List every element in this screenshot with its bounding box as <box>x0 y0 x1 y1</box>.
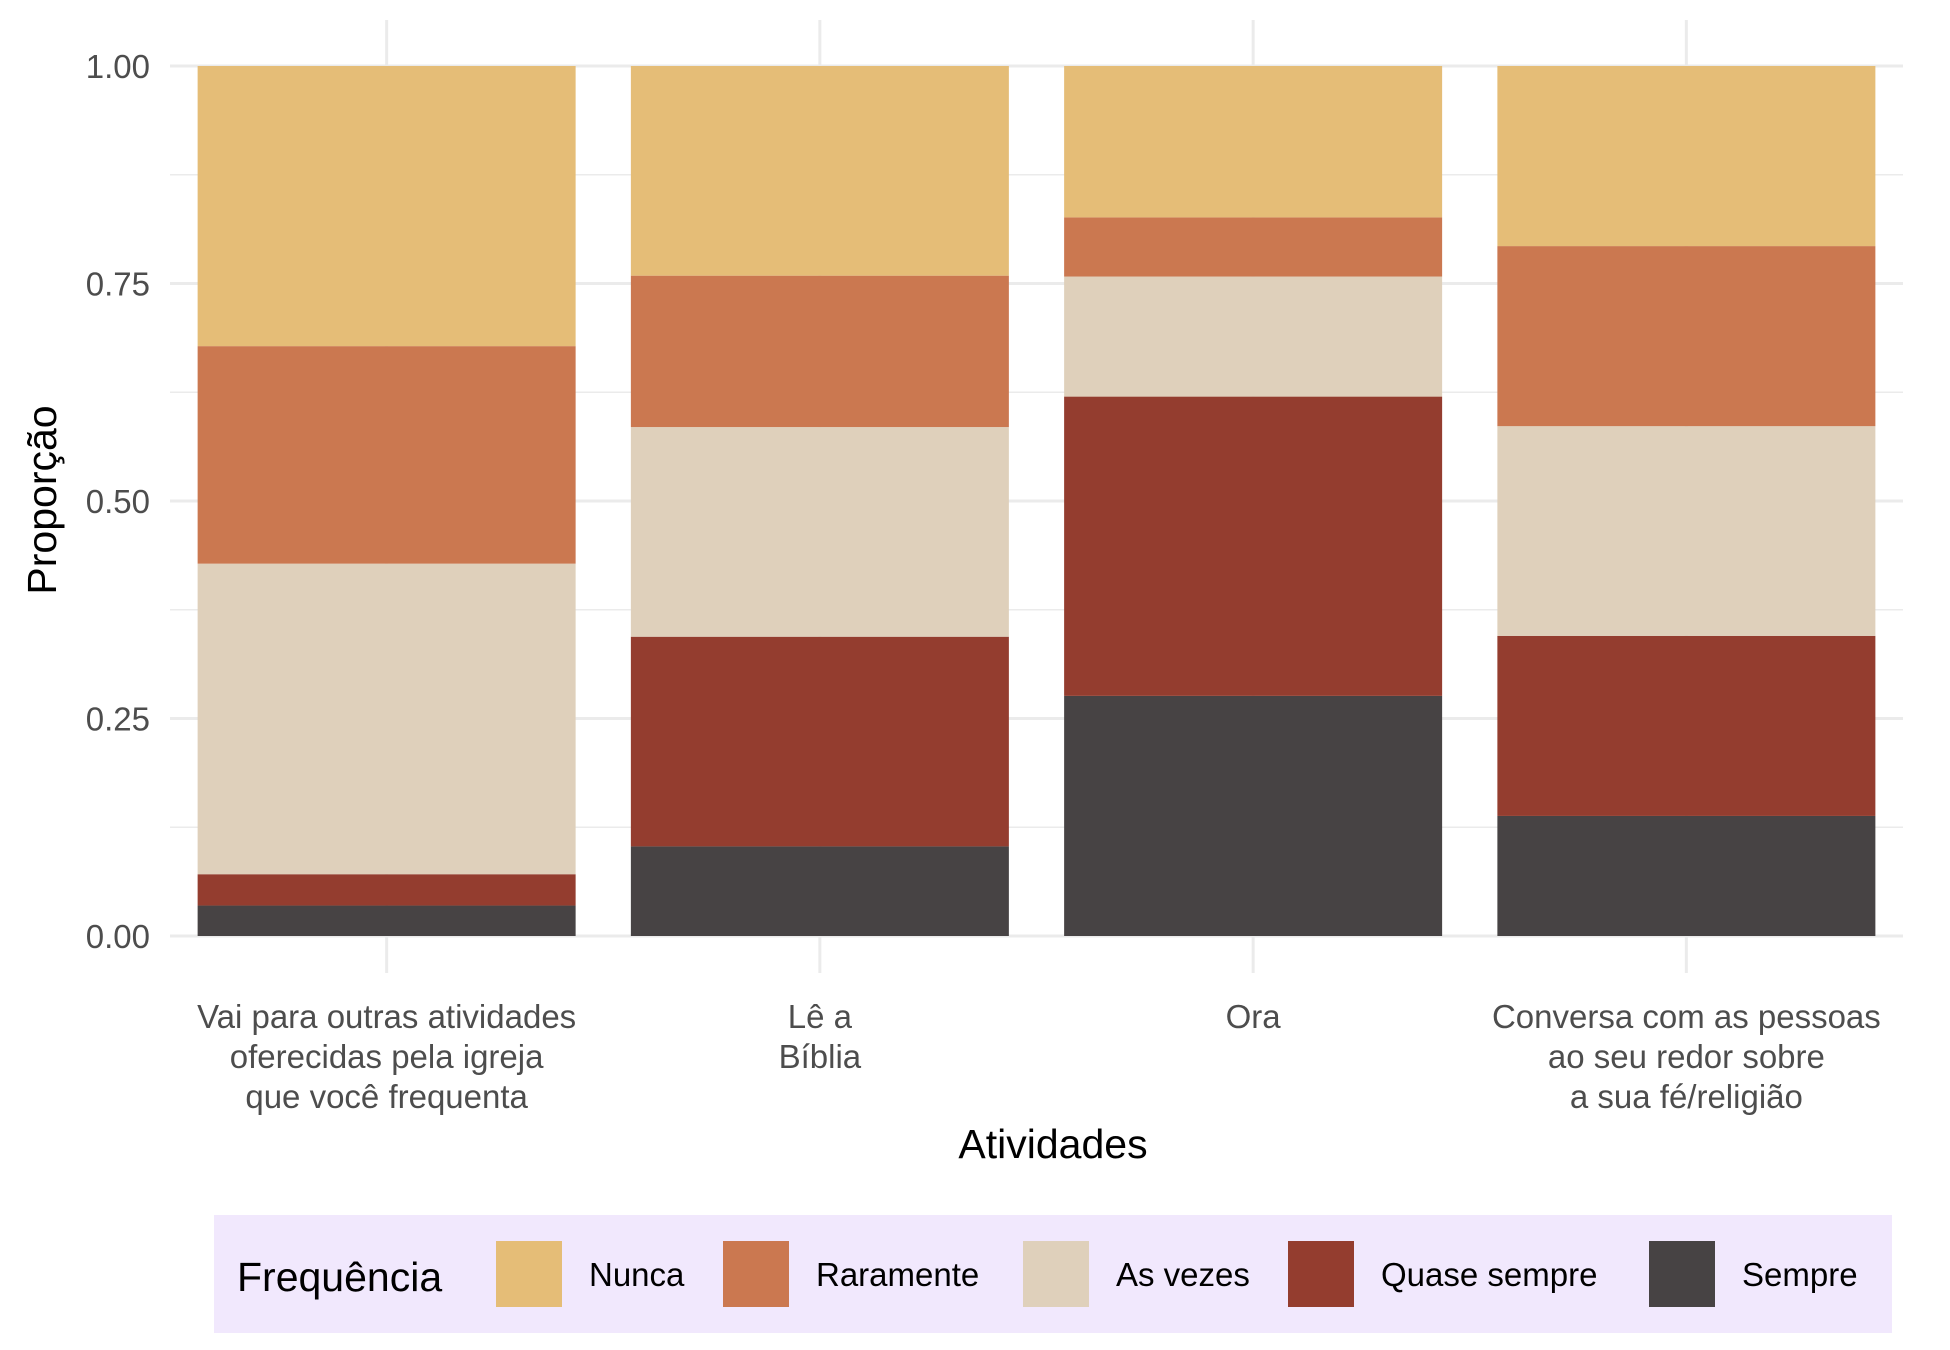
bar-segment <box>1497 426 1876 636</box>
legend-label: Raramente <box>816 1256 979 1293</box>
x-tick-label: oferecidas pela igreja <box>230 1038 544 1075</box>
x-tick-label: Conversa com as pessoas <box>1492 998 1881 1035</box>
legend-label: Sempre <box>1742 1256 1858 1293</box>
bar-segment <box>1064 66 1443 218</box>
bar-segment <box>197 905 576 936</box>
bar-segment <box>1064 695 1443 936</box>
y-axis-ticks: 0.00 0.25 0.50 0.75 1.00 <box>86 48 150 955</box>
bar-segment <box>630 275 1009 428</box>
x-tick-label: ao seu redor sobre <box>1548 1038 1825 1075</box>
y-tick-label: 0.50 <box>86 483 150 520</box>
y-tick-label: 1.00 <box>86 48 150 85</box>
x-tick-label: que você frequenta <box>245 1078 528 1115</box>
legend: Frequência Nunca Raramente As vezes Quase s… <box>214 1215 1892 1333</box>
y-axis-title: Proporção <box>19 405 65 594</box>
legend-label: As vezes <box>1116 1256 1250 1293</box>
bar-segment <box>197 66 576 347</box>
legend-label: Nunca <box>589 1256 685 1293</box>
bar-segment <box>197 874 576 906</box>
legend-key <box>1649 1241 1715 1307</box>
bar-segment <box>1497 815 1876 936</box>
x-axis-title: Atividades <box>958 1121 1147 1167</box>
x-tick-label: a sua fé/religião <box>1570 1078 1803 1115</box>
bar-segment <box>1064 276 1443 397</box>
legend-key <box>1023 1241 1089 1307</box>
bar-segment <box>630 846 1009 936</box>
y-tick-label: 0.75 <box>86 266 150 303</box>
x-tick-label: Bíblia <box>779 1038 862 1075</box>
legend-key <box>1288 1241 1354 1307</box>
bar-segment <box>197 346 576 564</box>
bars <box>197 66 1876 936</box>
bar-segment <box>630 636 1009 847</box>
y-tick-label: 0.00 <box>86 918 150 955</box>
legend-key <box>496 1241 562 1307</box>
bar-segment <box>1064 217 1443 277</box>
bar-segment <box>1497 635 1876 816</box>
legend-items: Nunca Raramente As vezes Quase sempre Sempre <box>496 1241 1858 1307</box>
legend-key <box>723 1241 789 1307</box>
y-tick-label: 0.25 <box>86 701 150 738</box>
bar-segment <box>1064 396 1443 696</box>
x-tick-label: Lê a <box>788 998 853 1035</box>
bar-segment <box>1497 66 1876 247</box>
x-tick-label: Vai para outras atividades <box>197 998 576 1035</box>
bar-segment <box>630 427 1009 637</box>
bar-segment <box>1497 246 1876 427</box>
legend-title: Frequência <box>237 1254 442 1300</box>
legend-label: Quase sempre <box>1381 1256 1597 1293</box>
x-tick-label: Ora <box>1226 998 1282 1035</box>
bar-segment <box>630 66 1009 276</box>
bar-segment <box>197 563 576 875</box>
